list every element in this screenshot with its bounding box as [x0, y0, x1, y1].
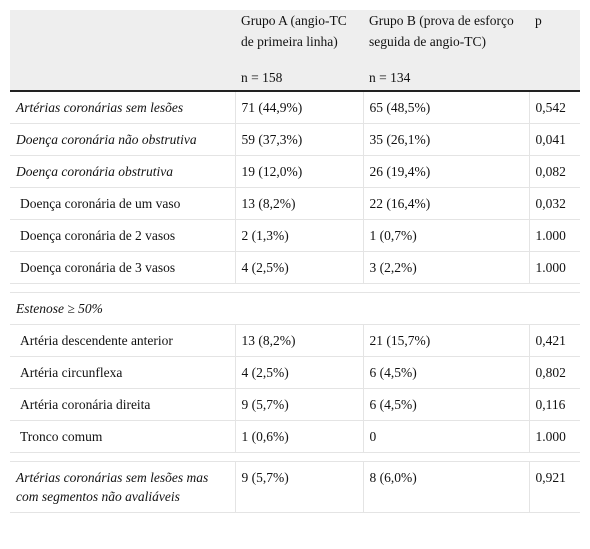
row-label: Doença coronária de 3 vasos: [10, 251, 235, 284]
table-row: Doença coronária de 3 vasos 4 (2,5%) 3 (…: [10, 251, 580, 284]
results-table: Grupo A (angio-TC de primeira linha) n =…: [10, 10, 580, 513]
row-label: Artérias coronárias sem lesões: [10, 91, 235, 124]
group-a-value: 4 (2,5%): [234, 356, 363, 389]
p-value: 1.000: [528, 251, 580, 284]
group-b-value: 6 (4,5%): [362, 356, 529, 389]
group-a-value: 9 (5,7%): [234, 461, 363, 513]
group-b-value: 1 (0,7%): [362, 219, 529, 252]
p-value: 0,542: [528, 91, 580, 124]
group-b-n: n = 134: [369, 70, 411, 85]
group-b-value: 6 (4,5%): [362, 388, 529, 421]
header-group-a: Grupo A (angio-TC de primeira linha) n =…: [235, 10, 363, 91]
table-row: Tronco comum 1 (0,6%) 0 1.000: [10, 420, 580, 453]
row-label: Doença coronária de 2 vasos: [10, 219, 235, 252]
p-value: 1.000: [528, 219, 580, 252]
p-value: 0,082: [528, 155, 580, 188]
group-a-value: 59 (37,3%): [234, 123, 363, 156]
group-a-value: 13 (8,2%): [234, 187, 363, 220]
group-a-value: 71 (44,9%): [234, 91, 363, 124]
group-a-value: 13 (8,2%): [234, 324, 363, 357]
spacer-row: [10, 283, 580, 293]
group-b-value: 26 (19,4%): [362, 155, 529, 188]
group-b-value: 8 (6,0%): [362, 461, 529, 513]
p-value: 0,032: [528, 187, 580, 220]
table-row: Artéria circunflexa 4 (2,5%) 6 (4,5%) 0,…: [10, 356, 580, 389]
row-label: Doença coronária de um vaso: [10, 187, 235, 220]
group-b-value: 21 (15,7%): [362, 324, 529, 357]
table-row: Doença coronária não obstrutiva 59 (37,3…: [10, 123, 580, 156]
header-group-b: Grupo B (prova de esforço seguida de ang…: [363, 10, 529, 91]
table-header-row: Grupo A (angio-TC de primeira linha) n =…: [10, 10, 580, 91]
group-a-n: n = 158: [241, 70, 283, 85]
row-label: Doença coronária obstrutiva: [10, 155, 235, 188]
group-b-value: 0: [362, 420, 529, 453]
group-a-value: 2 (1,3%): [234, 219, 363, 252]
p-value: 0,921: [528, 461, 580, 513]
group-b-value: 3 (2,2%): [362, 251, 529, 284]
p-value: 0,116: [528, 388, 580, 421]
row-label: Artéria circunflexa: [10, 356, 235, 389]
group-a-value: 1 (0,6%): [234, 420, 363, 453]
group-b-value: 65 (48,5%): [362, 91, 529, 124]
table-row: Doença coronária de um vaso 13 (8,2%) 22…: [10, 187, 580, 220]
table-row: Doença coronária obstrutiva 19 (12,0%) 2…: [10, 155, 580, 188]
section-row: Estenose ≥ 50%: [10, 292, 580, 325]
spacer-row: [10, 452, 580, 462]
group-a-value: 19 (12,0%): [234, 155, 363, 188]
row-label: Artérias coronárias sem lesões mas com s…: [10, 461, 235, 513]
table-row: Artéria coronária direita 9 (5,7%) 6 (4,…: [10, 388, 580, 421]
row-label: Tronco comum: [10, 420, 235, 453]
table-row: Artérias coronárias sem lesões 71 (44,9%…: [10, 91, 580, 124]
p-value: 1.000: [528, 420, 580, 453]
group-a-value: 4 (2,5%): [234, 251, 363, 284]
p-value: 0,041: [528, 123, 580, 156]
header-p-value: p: [535, 13, 542, 28]
p-value: 0,421: [528, 324, 580, 357]
table-row: Doença coronária de 2 vasos 2 (1,3%) 1 (…: [10, 219, 580, 252]
row-label: Artéria descendente anterior: [10, 324, 235, 357]
table-row: Artéria descendente anterior 13 (8,2%) 2…: [10, 324, 580, 357]
header-empty-cell: [10, 10, 235, 91]
table-row: Artérias coronárias sem lesões mas com s…: [10, 461, 580, 513]
group-b-value: 35 (26,1%): [362, 123, 529, 156]
group-a-value: 9 (5,7%): [234, 388, 363, 421]
row-label: Artéria coronária direita: [10, 388, 235, 421]
section-label: Estenose ≥ 50%: [10, 292, 580, 325]
group-b-value: 22 (16,4%): [362, 187, 529, 220]
group-a-label: Grupo A (angio-TC de primeira linha): [241, 13, 347, 49]
p-value: 0,802: [528, 356, 580, 389]
group-b-label: Grupo B (prova de esforço seguida de ang…: [369, 13, 514, 49]
row-label: Doença coronária não obstrutiva: [10, 123, 235, 156]
